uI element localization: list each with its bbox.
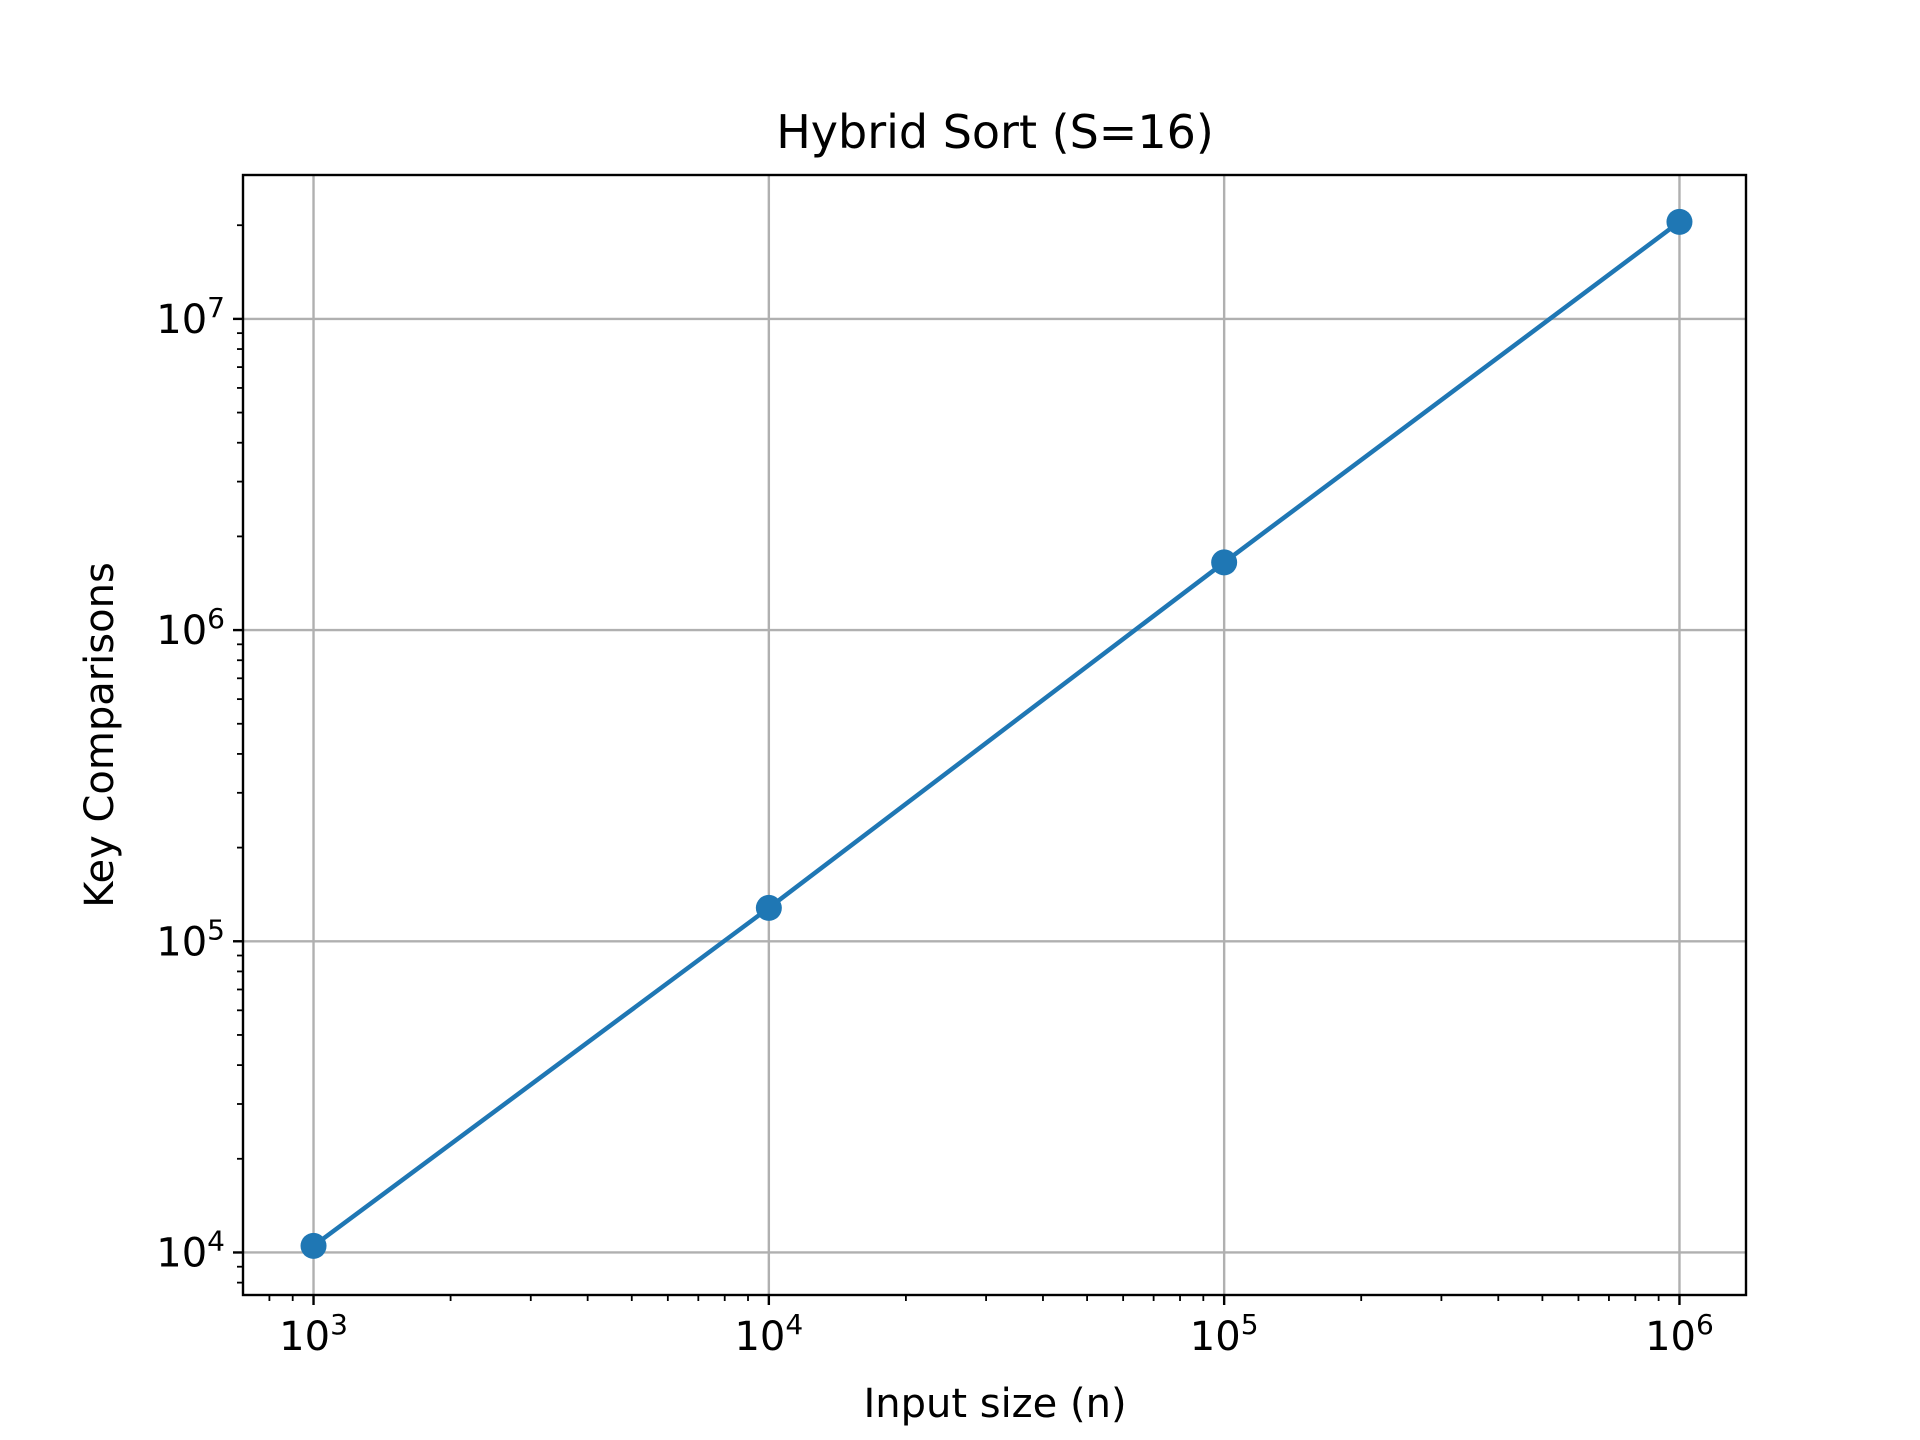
y-tick-label: 104 bbox=[156, 1224, 225, 1276]
x-tick-base: 10 bbox=[1645, 1314, 1696, 1360]
y-tick-base: 10 bbox=[156, 1230, 207, 1276]
x-tick-label: 104 bbox=[734, 1308, 803, 1360]
x-tick-exponent: 4 bbox=[785, 1308, 803, 1341]
x-tick-label: 105 bbox=[1190, 1308, 1259, 1360]
x-tick-labels: 103 104 105 106 bbox=[279, 1308, 1714, 1360]
y-tick-base: 10 bbox=[156, 297, 207, 343]
y-tick-exponent: 6 bbox=[207, 602, 225, 635]
x-axis-label: Input size (n) bbox=[863, 1381, 1126, 1427]
x-tick-base: 10 bbox=[1190, 1314, 1241, 1360]
grid-layer bbox=[243, 175, 1746, 1295]
chart-title: Hybrid Sort (S=16) bbox=[776, 105, 1214, 159]
x-tick-exponent: 5 bbox=[1241, 1308, 1259, 1341]
data-point bbox=[1666, 208, 1693, 235]
data-point bbox=[1211, 549, 1238, 576]
minor-ticks bbox=[237, 224, 1660, 1301]
x-tick-label: 103 bbox=[279, 1308, 348, 1360]
x-tick-label: 106 bbox=[1645, 1308, 1714, 1360]
x-tick-exponent: 6 bbox=[1696, 1308, 1714, 1341]
y-tick-exponent: 5 bbox=[207, 913, 225, 946]
x-tick-base: 10 bbox=[279, 1314, 330, 1360]
x-tick-base: 10 bbox=[734, 1314, 785, 1360]
series-line bbox=[312, 220, 1681, 1248]
data-point bbox=[300, 1232, 327, 1259]
plot-frame bbox=[241, 173, 1748, 1297]
y-tick-base: 10 bbox=[156, 919, 207, 965]
y-axis-label: Key Comparisons bbox=[77, 562, 123, 908]
y-tick-exponent: 4 bbox=[207, 1224, 225, 1257]
y-tick-exponent: 7 bbox=[207, 291, 225, 324]
y-tick-label: 105 bbox=[156, 913, 225, 965]
x-tick-exponent: 3 bbox=[330, 1308, 348, 1341]
series-layer bbox=[300, 208, 1693, 1259]
data-point bbox=[755, 894, 782, 921]
major-ticks bbox=[233, 317, 1681, 1305]
y-tick-label: 106 bbox=[156, 602, 225, 654]
y-tick-base: 10 bbox=[156, 608, 207, 654]
y-tick-label: 107 bbox=[156, 291, 225, 343]
